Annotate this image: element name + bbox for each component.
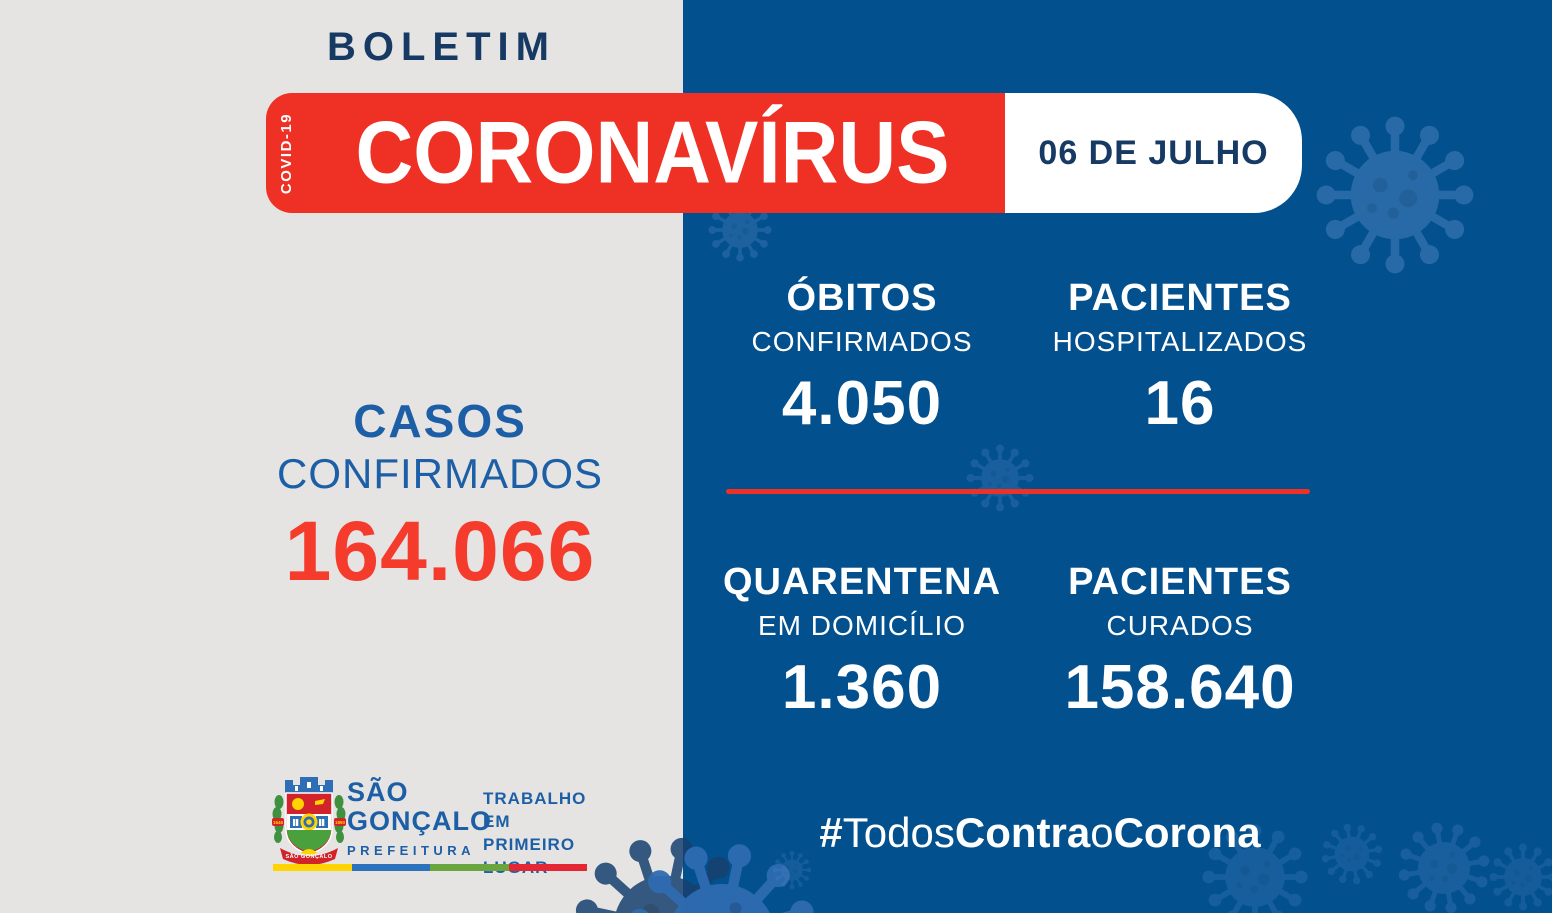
stat-deaths: ÓBITOS CONFIRMADOS 4.050 [703,277,1021,438]
stat-hospitalized: PACIENTES HOSPITALIZADOS 16 [1021,277,1339,438]
stat-value: 4.050 [781,368,943,438]
stripe-segment [351,864,430,871]
cases-sublabel: CONFIRMADOS [277,450,603,497]
hashtag-part: Corona [1113,809,1261,856]
city-name-line2: GONÇALO [347,806,492,836]
date-box: 06 DE JULHO [1005,93,1302,213]
cases-label: CASOS [353,395,527,447]
stat-value: 16 [1144,368,1216,438]
stat-label: QUARENTENA [722,561,1002,603]
stripe-segment [508,864,587,871]
red-divider [726,489,1310,494]
city-coat-of-arms-icon: 1646 1890 SÃO GONÇALO [272,777,346,865]
slogan-line: TRABALHO [483,789,587,808]
city-name-line1: SÃO [347,777,409,807]
stripe-segment [430,864,509,871]
confirmed-cases-block: CASOS CONFIRMADOS 164.066 [198,398,682,593]
banner-title: CORONAVÍRUS [355,103,950,202]
stat-value: 158.640 [1064,652,1296,722]
title-banner: COVID-19 CORONAVÍRUS 06 DE JULHO [266,93,1302,213]
stat-sublabel: CONFIRMADOS [751,325,973,357]
stats-row-top: ÓBITOS CONFIRMADOS 4.050 PACIENTES HOSPI… [703,277,1339,438]
stat-sublabel: EM DOMICÍLIO [757,609,966,641]
campaign-hashtag: #TodosContraoCorona [683,812,1397,854]
stat-sublabel: CURADOS [1106,609,1254,641]
stat-value: 1.360 [781,652,943,722]
logo-color-stripe [273,864,587,871]
stripe-segment [273,864,352,871]
covid19-vertical-tag: COVID-19 [278,112,296,194]
hashtag-part: Contra [954,809,1091,856]
bulletin-date: 06 DE JULHO [1038,133,1269,172]
cases-value: 164.066 [284,504,596,598]
slogan-line: EM PRIMEIRO [483,812,576,854]
stat-sublabel: HOSPITALIZADOS [1052,325,1308,357]
bulletin-kicker: BOLETIM [327,25,556,69]
logo-name-block: SÃO GONÇALO PREFEITURA [347,777,492,859]
stat-label: ÓBITOS [786,277,938,319]
stat-recovered: PACIENTES CURADOS 158.640 [1021,561,1339,722]
hashtag-part: # [819,809,843,856]
founding-year: 1646 [273,820,284,825]
stat-label: PACIENTES [1068,277,1292,319]
ribbon-text: SÃO GONÇALO [285,853,332,860]
hashtag-part: o [1090,809,1114,856]
city-year: 1890 [335,820,346,825]
hashtag-part: Todos [842,809,955,856]
stats-row-bottom: QUARENTENA EM DOMICÍLIO 1.360 PACIENTES … [703,561,1339,722]
stat-quarantine: QUARENTENA EM DOMICÍLIO 1.360 [703,561,1021,722]
stat-label: PACIENTES [1068,561,1292,603]
coronavirus-banner: COVID-19 CORONAVÍRUS [266,93,1005,213]
org-label: PREFEITURA [347,843,476,858]
